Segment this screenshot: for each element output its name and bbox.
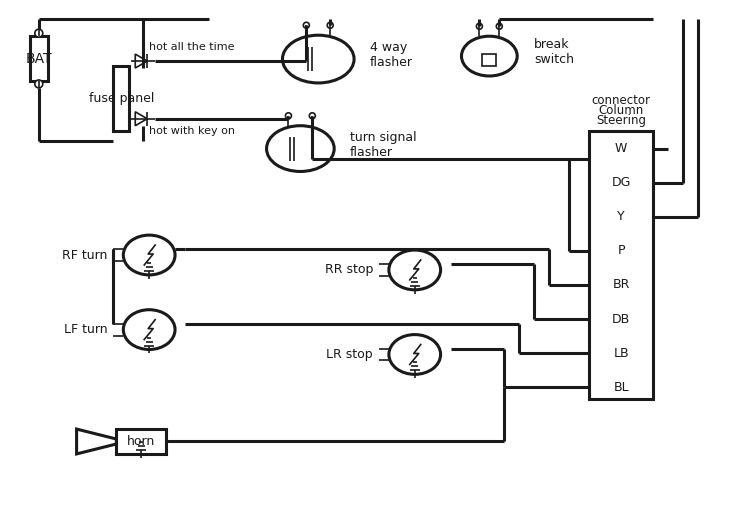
Text: BR: BR bbox=[612, 279, 630, 291]
Circle shape bbox=[35, 29, 43, 37]
Circle shape bbox=[476, 23, 482, 29]
Text: hot with key on: hot with key on bbox=[149, 126, 236, 136]
Text: RR stop: RR stop bbox=[325, 264, 373, 277]
Text: P: P bbox=[618, 244, 625, 258]
Ellipse shape bbox=[283, 35, 354, 83]
Polygon shape bbox=[77, 429, 116, 454]
Bar bbox=[113, 66, 130, 131]
Bar bbox=[589, 131, 654, 399]
Polygon shape bbox=[135, 54, 147, 68]
Text: horn: horn bbox=[127, 435, 155, 448]
Text: BAT: BAT bbox=[26, 51, 52, 66]
Text: DG: DG bbox=[612, 176, 631, 189]
Bar bbox=[116, 429, 166, 454]
Text: break
switch: break switch bbox=[534, 38, 574, 66]
Text: W: W bbox=[615, 142, 627, 155]
Ellipse shape bbox=[266, 126, 334, 172]
Circle shape bbox=[328, 22, 333, 28]
Text: BL: BL bbox=[613, 381, 629, 394]
Circle shape bbox=[303, 22, 309, 28]
Polygon shape bbox=[135, 112, 147, 126]
Circle shape bbox=[309, 113, 315, 119]
Text: turn signal
flasher: turn signal flasher bbox=[350, 131, 417, 159]
Ellipse shape bbox=[124, 235, 175, 275]
Ellipse shape bbox=[389, 335, 441, 374]
Ellipse shape bbox=[389, 250, 441, 290]
Text: 4 way
flasher: 4 way flasher bbox=[370, 41, 413, 69]
Bar bbox=[482, 54, 496, 66]
Ellipse shape bbox=[124, 310, 175, 350]
Circle shape bbox=[35, 80, 43, 88]
Text: fuse panel: fuse panel bbox=[88, 92, 154, 105]
Circle shape bbox=[286, 113, 291, 119]
Text: Y: Y bbox=[618, 210, 625, 223]
Bar bbox=[30, 36, 48, 81]
Text: LF turn: LF turn bbox=[64, 323, 107, 336]
Text: Steering: Steering bbox=[596, 114, 646, 127]
Ellipse shape bbox=[461, 36, 517, 76]
Text: connector: connector bbox=[592, 95, 651, 107]
Text: Column: Column bbox=[598, 104, 644, 117]
Text: hot all the time: hot all the time bbox=[149, 42, 235, 52]
Text: DB: DB bbox=[612, 313, 630, 325]
Text: LR stop: LR stop bbox=[326, 348, 373, 361]
Text: RF turn: RF turn bbox=[62, 248, 107, 262]
Circle shape bbox=[496, 23, 502, 29]
Text: LB: LB bbox=[613, 346, 629, 360]
